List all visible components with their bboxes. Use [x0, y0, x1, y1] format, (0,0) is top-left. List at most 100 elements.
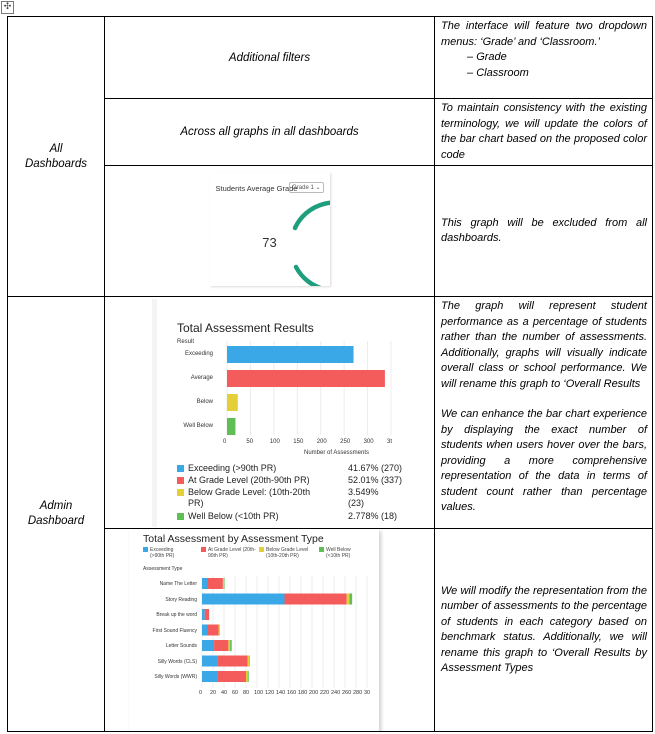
results-bar-chart — [226, 341, 392, 435]
legend-value: 2.778% (18) — [348, 511, 398, 521]
description-cell: To maintain consistency with the existin… — [434, 98, 653, 166]
legend-swatch — [259, 547, 264, 552]
category-label: Story Reading — [165, 596, 197, 603]
legend-label-cont: (10th-20th PR) — [266, 553, 299, 559]
bar-segment — [202, 655, 218, 667]
category-label: Silly Words (WWR) — [154, 674, 197, 680]
table-row: Students Average Grade Grade 1 ⌄ 73 This… — [8, 165, 653, 297]
x-tick-label: 220 — [320, 690, 330, 696]
bar-segment — [224, 578, 225, 589]
x-tick-label: 120 — [265, 690, 275, 696]
legend-item: At Grade Level (20th-90th PR) — [201, 547, 256, 559]
bar-segment — [246, 671, 248, 682]
bar-segment — [228, 640, 231, 651]
type-chart-screenshot: Total Assessment by Assessment Type Exce… — [129, 529, 379, 731]
bar-segment — [204, 609, 210, 620]
chart-screenshot-cell: Total Assessment by Assessment Type Exce… — [104, 528, 435, 732]
category-label: First Sound Fluency — [152, 627, 197, 634]
type-stacked-bar-chart — [201, 576, 368, 688]
category-label: Letter Sounds — [165, 643, 197, 649]
bar-segment — [202, 593, 285, 605]
bar-segment — [207, 624, 219, 636]
x-tick-label: 200 — [309, 690, 319, 696]
grade-select[interactable]: Grade 1 ⌄ — [289, 182, 324, 193]
bar-segment — [222, 578, 224, 589]
feature-label: Across all graphs in all dashboards — [180, 126, 359, 138]
description-text: We will modify the representation from t… — [441, 584, 647, 675]
description-cell: This graph will be excluded from all das… — [434, 165, 653, 297]
feature-label-cell: Across all graphs in all dashboards — [104, 98, 435, 166]
x-tick-label: 150 — [293, 439, 304, 445]
gauge-value: 73 — [262, 235, 277, 250]
bar-segment — [217, 655, 248, 667]
chart-title: Total Assessment Results — [177, 321, 314, 335]
x-tick-label: 100 — [269, 439, 280, 445]
bar-segment — [219, 624, 220, 636]
legend-label: Below Grade Level: (10th-20th — [188, 487, 311, 497]
x-tick-label: 260 — [342, 690, 352, 696]
x-tick-label: 280 — [353, 690, 363, 696]
x-axis-title: Number of Assessments — [304, 450, 370, 456]
legend-label-cont: 90th PR) — [208, 553, 228, 559]
bar-segment — [202, 578, 208, 589]
feature-label: Additional filters — [228, 51, 311, 64]
legend-item: At Grade Level (20th-90th PR) — [177, 475, 310, 485]
legend-value: 41.67% (270) — [348, 463, 403, 473]
legend-label-cont: PR) — [188, 498, 204, 508]
legend-swatch — [177, 477, 184, 485]
bar — [227, 370, 385, 387]
bar — [227, 418, 236, 435]
bar-segment — [218, 624, 220, 636]
gauge-ring — [292, 200, 330, 286]
dashboard-cell-all: All Dashboards — [7, 16, 105, 297]
bar-segment — [202, 671, 218, 682]
legend-swatch — [201, 547, 206, 552]
table-move-handle[interactable]: ✣ — [1, 1, 14, 14]
legend-label: At Grade Level (20th- — [208, 547, 256, 553]
legend-value: 52.01% (337) — [348, 475, 403, 485]
legend-label: At Grade Level (20th-90th PR) — [188, 475, 310, 485]
table-row: Across all graphs in all dashboards To m… — [8, 98, 653, 166]
x-tick-label: 160 — [287, 690, 297, 696]
bar-segment — [202, 624, 208, 636]
legend-value-cont: (23) — [348, 498, 365, 508]
gauge-widget: Students Average Grade Grade 1 ⌄ 73 — [209, 172, 330, 286]
bar-segment — [214, 640, 229, 651]
legend-item: Below Grade Level: (10th-20th — [177, 487, 310, 497]
bar-segment — [349, 593, 353, 605]
legend-value: 3.549% — [348, 487, 379, 497]
legend-swatch — [177, 513, 184, 521]
category-label: Break up the word — [156, 612, 197, 618]
gauge-title: Students Average Grade — [215, 184, 298, 193]
legend-item: Exceeding (>90th PR) — [177, 463, 276, 473]
category-label: Average — [190, 375, 213, 381]
list-item: Classroom — [467, 66, 647, 82]
category-label: Below — [196, 399, 213, 405]
legend-item: Below Grade Level (10th-20th PR) — [259, 547, 308, 559]
x-tick-label: 200 — [316, 439, 327, 445]
category-label: Well Below — [183, 423, 213, 429]
bar-segment — [346, 593, 350, 605]
description-text: This graph will be excluded from all das… — [441, 216, 647, 245]
x-tick-label: 80 — [243, 690, 250, 696]
list-item: Grade — [467, 50, 647, 66]
bar-segment — [284, 593, 347, 605]
legend-label: Exceeding (>90th PR) — [188, 463, 277, 473]
results-chart-card: Total Assessment Results Result Exceedin… — [157, 299, 432, 527]
x-tick-label: 20 — [210, 690, 217, 696]
x-tick-label: 300 — [363, 439, 374, 445]
bar-segment — [207, 578, 223, 589]
x-tick-label: 60 — [232, 690, 239, 696]
legend-swatch — [143, 547, 148, 552]
bar-segment — [202, 609, 205, 620]
legend-swatch — [177, 465, 184, 473]
dashboard-label: Admin Dashboard — [27, 500, 85, 527]
chart-subtitle: Result — [177, 339, 195, 345]
chart-screenshot-cell: Total Assessment Results Result Exceedin… — [104, 296, 435, 529]
bar — [227, 394, 238, 411]
chart-title: Total Assessment by Assessment Type — [143, 533, 324, 545]
description-text: The interface will feature two dropdown … — [441, 20, 647, 48]
bullet-list: Grade Classroom — [441, 50, 647, 81]
category-label: Name The Letter — [159, 581, 197, 587]
bar-segment — [202, 640, 215, 651]
